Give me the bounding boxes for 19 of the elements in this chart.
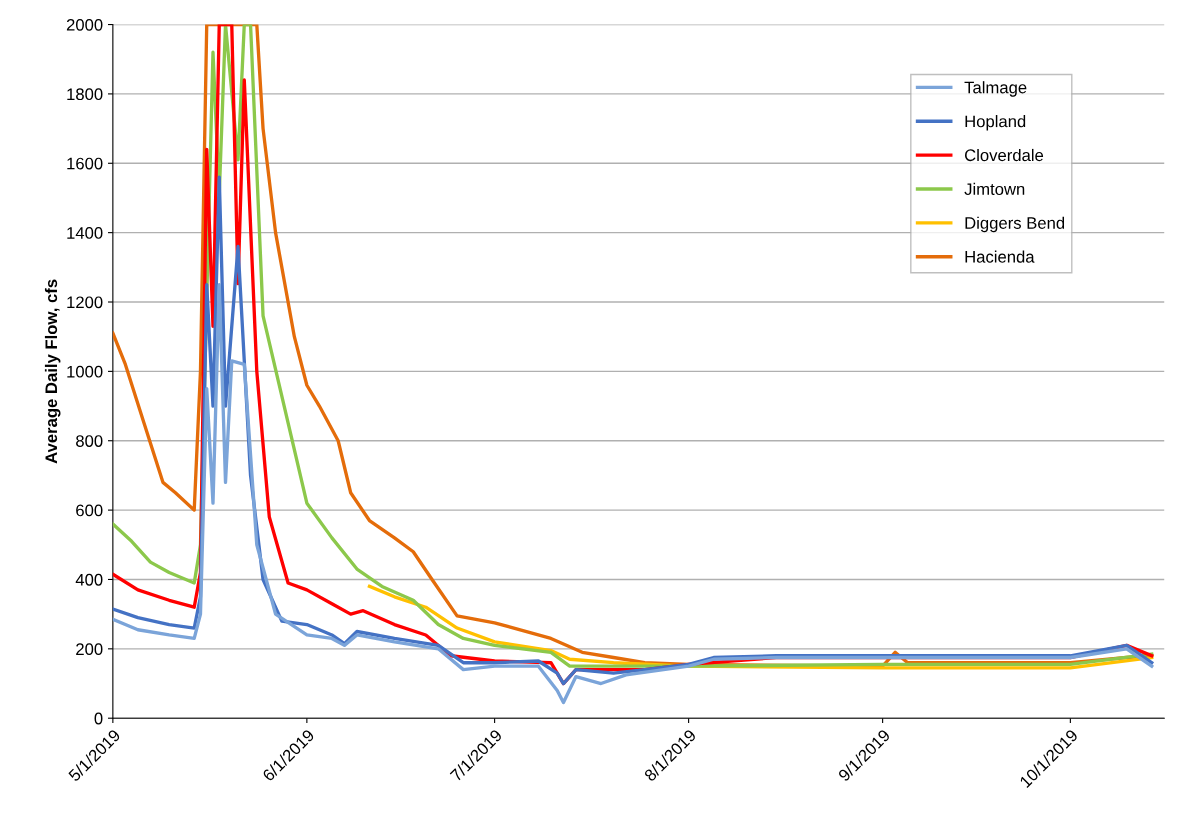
legend-label: Talmage	[964, 81, 1027, 97]
y-tick-label: 1200	[67, 296, 103, 309]
legend-label: Hopland	[965, 115, 1026, 131]
y-tick-label: 1000	[67, 365, 103, 378]
y-tick-label: 0	[94, 712, 103, 725]
y-tick-label: 2000	[66, 18, 103, 31]
line-series	[112, 282, 1154, 705]
legend-label: Jimtown	[964, 182, 1025, 196]
y-tick-label: 600	[76, 504, 103, 517]
y-tick-label: 400	[75, 573, 103, 586]
y-axis-title: Average Daily Flow, cfs	[44, 279, 61, 464]
y-tick-label: 800	[76, 435, 103, 447]
y-tick-label: 1800	[67, 88, 103, 101]
legend-label: Cloverdale	[965, 148, 1044, 162]
y-tick-label: 200	[76, 643, 103, 656]
legend-label: Diggers Bend	[965, 216, 1065, 233]
legend-label: Hacienda	[965, 250, 1035, 263]
y-tick-label: 1400	[67, 227, 103, 239]
y-tick-label: 1600	[67, 157, 103, 170]
